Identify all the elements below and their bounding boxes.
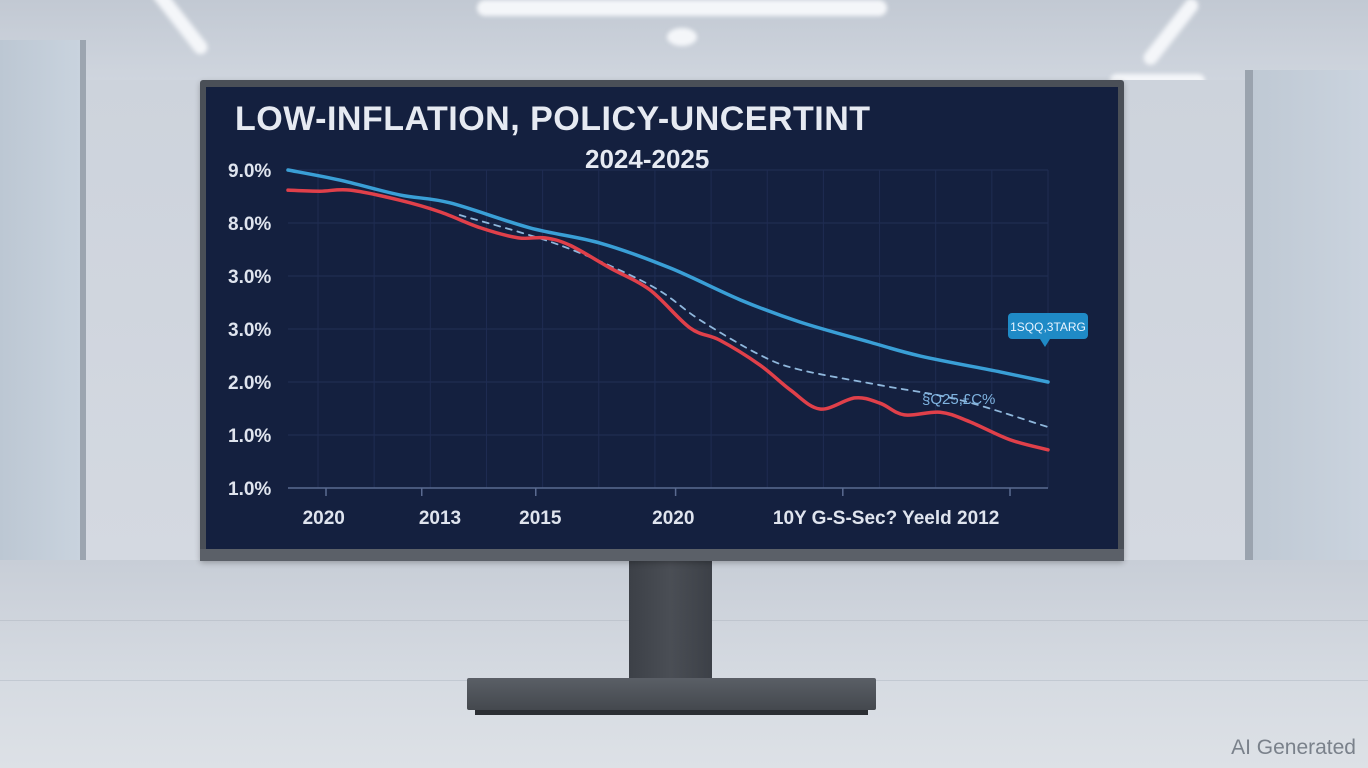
callout-box bbox=[1008, 313, 1088, 339]
ai-generated-watermark: AI Generated bbox=[1231, 736, 1356, 759]
chart-series bbox=[286, 168, 1050, 452]
callout-text: 1SQQ,3TARG bbox=[1010, 320, 1086, 334]
y-tick-label: 8.0% bbox=[228, 214, 271, 235]
x-tick-label: 2015 bbox=[519, 508, 562, 529]
chart-grid bbox=[288, 169, 1049, 489]
chart-subtitle: 2024-2025 bbox=[585, 144, 710, 174]
y-tick-label: 9.0% bbox=[228, 161, 271, 182]
x-tick-label: 2020 bbox=[652, 508, 694, 529]
monitor-screen bbox=[206, 87, 1118, 549]
y-tick-label: 1.0% bbox=[228, 479, 271, 500]
monitor bbox=[200, 80, 1124, 561]
monitor-stand-base-edge bbox=[475, 710, 868, 715]
y-axis-ticks: 1.0% 1.0% 2.0% 3.0% 3.0% 8.0% 9.0% bbox=[228, 161, 271, 500]
ceiling-light-center bbox=[477, 0, 887, 16]
monitor-bezel-bottom bbox=[200, 549, 1124, 561]
glass-partition-right bbox=[1245, 70, 1368, 610]
series-line-blue-series bbox=[286, 168, 1050, 384]
y-tick-label: 2.0% bbox=[228, 373, 271, 394]
y-tick-label: 3.0% bbox=[228, 267, 271, 288]
y-tick-label: 3.0% bbox=[228, 320, 271, 341]
y-tick-label: 1.0% bbox=[228, 426, 271, 447]
x-tick-label: 2013 bbox=[419, 508, 461, 529]
x-axis-ticks: 2020 2013 2015 2020 10Y G-S-Sec? Yeeld 2012 bbox=[303, 488, 1011, 529]
callout-pointer bbox=[1040, 339, 1050, 347]
series-line-red-series bbox=[286, 187, 1050, 452]
blue-series-callout: 1SQQ,3TARG bbox=[1008, 313, 1088, 347]
ceiling-spotlight bbox=[667, 28, 697, 46]
series-line-dashed-series bbox=[458, 214, 1049, 428]
chart-title: LOW-INFLATION, POLICY-UNCERTINT bbox=[235, 100, 871, 138]
monitor-stand-neck bbox=[629, 561, 712, 691]
x-tick-label: 10Y G-S-Sec? Yeeld 2012 bbox=[773, 508, 999, 529]
dashed-series-label: §Q25,£C% bbox=[922, 391, 995, 408]
glass-partition-left bbox=[0, 40, 86, 600]
chart-annotations: §Q25,£C% 1SQQ,3TARG bbox=[922, 313, 1088, 408]
x-tick-label: 2020 bbox=[303, 508, 345, 529]
monitor-stand-base bbox=[467, 678, 876, 710]
